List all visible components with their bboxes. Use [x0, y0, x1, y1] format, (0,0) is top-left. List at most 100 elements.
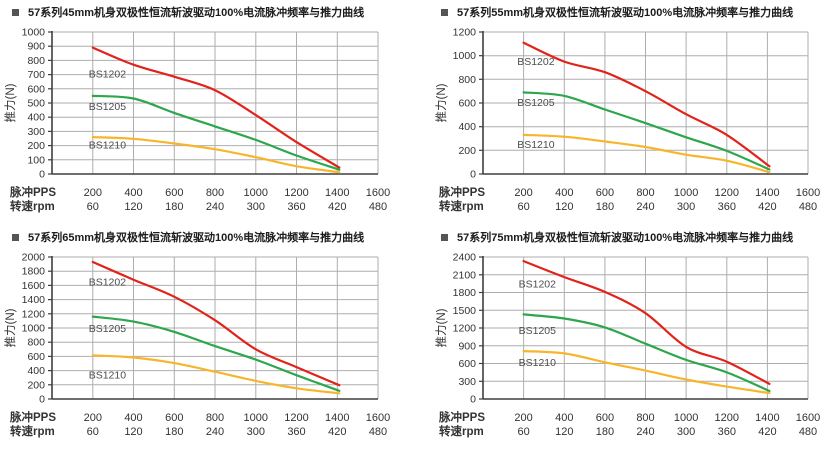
- x-tick-pps: 1000: [244, 187, 268, 199]
- x-tick-rpm: 480: [369, 201, 387, 213]
- curve-BS1210: [522, 133, 771, 174]
- x-tick-pps: 1600: [366, 187, 390, 199]
- x-tick-pps: 1200: [284, 412, 308, 424]
- y-tick-label: 2400: [453, 252, 477, 264]
- chart-65mm: 57系列65mm机身双极性恒流斩波驱动100%电流脉冲频率与推力曲线 0 200 4…: [0, 225, 415, 450]
- x-tick-rpm: 60: [517, 201, 529, 213]
- y-tick-label: 400: [458, 121, 476, 133]
- series-label-BS1202: BS1202: [89, 276, 127, 288]
- chart-45mm: 57系列45mm机身双极性恒流斩波驱动100%电流脉冲频率与推力曲线 0 100 2…: [0, 0, 415, 225]
- x-axis-caption-pps: 脉冲PPS: [9, 410, 56, 424]
- x-tick-rpm: 60: [87, 426, 99, 438]
- y-tick-label: 800: [27, 337, 45, 349]
- x-tick-pps: 1600: [366, 412, 390, 424]
- x-tick-pps: 1400: [325, 412, 349, 424]
- x-tick-pps: 1000: [674, 412, 698, 424]
- x-axis-caption-pps: 脉冲PPS: [438, 185, 485, 199]
- y-tick-label: 400: [27, 365, 45, 377]
- y-tick-label: 100: [27, 154, 45, 166]
- curve-BS1210: [91, 354, 341, 395]
- x-tick-pps: 1400: [755, 187, 779, 199]
- x-tick-rpm: 480: [799, 426, 817, 438]
- x-tick-rpm: 480: [369, 426, 387, 438]
- x-tick-rpm: 180: [596, 201, 614, 213]
- series-label-BS1205: BS1205: [519, 325, 557, 337]
- x-tick-rpm: 360: [287, 201, 305, 213]
- x-axis-caption-rpm: 转速rpm: [10, 199, 55, 213]
- x-tick-rpm: 240: [206, 426, 224, 438]
- y-tick-label: 0: [470, 394, 476, 406]
- x-tick-pps: 200: [514, 412, 532, 424]
- y-axis-title: 推力(N): [3, 83, 17, 122]
- y-tick-label: 600: [27, 351, 45, 363]
- x-tick-pps: 600: [596, 412, 614, 424]
- x-tick-pps: 200: [84, 187, 102, 199]
- y-tick-label: 0: [39, 394, 45, 406]
- y-tick-label: 1800: [22, 266, 46, 278]
- y-tick-label: 600: [458, 98, 476, 110]
- y-tick-label: 900: [458, 340, 476, 352]
- x-tick-pps: 800: [206, 187, 224, 199]
- y-tick-label: 900: [27, 41, 45, 53]
- x-tick-pps: 200: [514, 187, 532, 199]
- series-label-BS1202: BS1202: [517, 56, 555, 68]
- y-tick-label: 2000: [22, 252, 46, 264]
- x-axis-caption-rpm: 转速rpm: [439, 424, 484, 438]
- x-tick-rpm: 180: [165, 426, 183, 438]
- curve-BS1205: [522, 91, 771, 171]
- x-tick-pps: 1200: [715, 187, 739, 199]
- y-tick-label: 800: [458, 74, 476, 86]
- x-tick-rpm: 240: [206, 201, 224, 213]
- y-tick-label: 1000: [22, 27, 46, 39]
- x-tick-rpm: 420: [758, 426, 776, 438]
- x-tick-pps: 1400: [755, 412, 779, 424]
- x-tick-pps: 1000: [674, 187, 698, 199]
- y-axis-title: 推力(N): [434, 83, 448, 122]
- y-tick-label: 1800: [453, 287, 477, 299]
- x-tick-rpm: 300: [677, 426, 695, 438]
- curve-BS1205: [522, 313, 771, 393]
- y-tick-label: 2100: [453, 269, 477, 281]
- y-tick-label: 500: [27, 98, 45, 110]
- curve-BS1205: [91, 315, 341, 392]
- curve-BS1202: [522, 41, 771, 168]
- y-axis-title: 推力(N): [3, 308, 17, 347]
- chart-plot-45mm: 0 100 200 300 400 500 600 700 800 900 1000 推力(N) 200…: [3, 27, 390, 214]
- series-label-BS1202: BS1202: [519, 279, 557, 291]
- series-label-BS1205: BS1205: [517, 97, 555, 109]
- chart-title: 57系列45mm机身双极性恒流斩波驱动100%电流脉冲频率与推力曲线: [28, 7, 365, 19]
- x-tick-rpm: 180: [165, 201, 183, 213]
- title-bullet-icon: [12, 8, 19, 16]
- chart-55mm: 57系列55mm机身双极性恒流斩波驱动100%电流脉冲频率与推力曲线 0 200 4…: [415, 0, 830, 225]
- x-tick-rpm: 420: [328, 426, 346, 438]
- x-tick-pps: 800: [636, 412, 654, 424]
- x-tick-pps: 600: [596, 187, 614, 199]
- y-tick-label: 200: [27, 140, 45, 152]
- chart-plot-55mm: 0 200 400 600 800 1000 1200 推力(N) 200 60 400 120 600…: [434, 27, 820, 214]
- chart-75mm: 57系列75mm机身双极性恒流斩波驱动100%电流脉冲频率与推力曲线 0 300 6…: [415, 225, 830, 450]
- series-label-BS1210: BS1210: [89, 139, 127, 151]
- x-tick-rpm: 300: [677, 201, 695, 213]
- curve-BS1210: [522, 350, 771, 395]
- series-label-BS1210: BS1210: [89, 370, 127, 382]
- chart-title: 57系列65mm机身双极性恒流斩波驱动100%电流脉冲频率与推力曲线: [28, 232, 365, 244]
- x-tick-pps: 600: [165, 412, 183, 424]
- y-tick-label: 200: [458, 145, 476, 157]
- chart-plot-75mm: 0 300 600 900 1200 1500 1800 2100 2400 推力(N) 200 60…: [434, 252, 820, 439]
- x-tick-rpm: 360: [287, 426, 305, 438]
- x-tick-rpm: 180: [596, 426, 614, 438]
- chart-plot-65mm: 0 200 400 600 800 1000 1200 1400 1600 1800 2000 推力(…: [3, 252, 390, 439]
- x-tick-pps: 1200: [715, 412, 739, 424]
- x-tick-rpm: 120: [124, 426, 142, 438]
- x-tick-rpm: 120: [555, 201, 573, 213]
- y-tick-label: 1500: [453, 305, 477, 317]
- x-tick-rpm: 300: [247, 201, 265, 213]
- x-tick-rpm: 60: [87, 201, 99, 213]
- x-axis-caption-pps: 脉冲PPS: [438, 410, 485, 424]
- title-bullet-icon: [12, 233, 19, 241]
- x-tick-pps: 400: [124, 187, 142, 199]
- x-tick-rpm: 120: [124, 201, 142, 213]
- curve-BS1202: [91, 46, 341, 169]
- chart-title: 57系列55mm机身双极性恒流斩波驱动100%电流脉冲频率与推力曲线: [457, 7, 794, 19]
- y-tick-label: 1000: [22, 323, 46, 335]
